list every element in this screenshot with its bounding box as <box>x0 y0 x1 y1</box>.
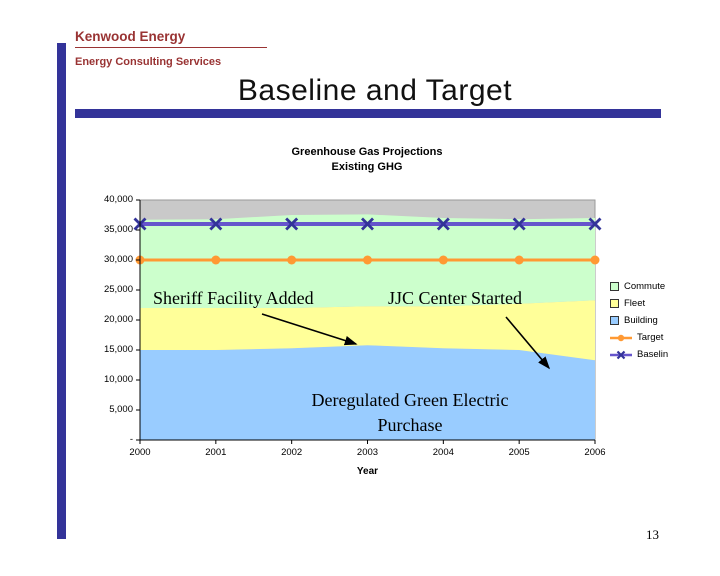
x-tick-label: 2003 <box>356 447 379 458</box>
legend-swatch-baselin <box>610 350 632 359</box>
legend-label: Building <box>624 315 658 326</box>
legend-swatch-commute <box>610 282 619 291</box>
legend-label: Commute <box>624 281 666 292</box>
x-tick-label: 2002 <box>281 447 303 458</box>
chart-title-line1: Greenhouse Gas Projections <box>291 146 443 158</box>
legend-label: Fleet <box>624 298 646 309</box>
legend-swatch-building <box>610 316 619 325</box>
x-axis-title: Year <box>356 466 379 477</box>
page-number: 13 <box>646 527 659 542</box>
legend-label: Baselin <box>637 349 669 360</box>
legend-item-commute: Commute <box>610 278 715 295</box>
legend-swatch-target <box>610 334 632 341</box>
title-underline-bar <box>75 109 661 118</box>
chart-title-line2: Existing GHG <box>331 161 403 173</box>
x-tick-label: 2005 <box>508 447 530 458</box>
legend-item-baselin: Baselin <box>610 346 715 363</box>
chart-legend: Commute Fleet Building Target Baselin <box>610 278 715 363</box>
company-name: Kenwood Energy <box>75 29 267 48</box>
x-tick-label: 2000 <box>129 447 151 458</box>
legend-item-building: Building <box>610 312 715 329</box>
slide-title: Baseline and Target <box>237 74 513 107</box>
legend-item-target: Target <box>610 329 715 346</box>
y-tick-label: 40,000 <box>103 194 133 205</box>
y-tick-label: 10,000 <box>103 374 133 385</box>
x-tick-label: 2001 <box>205 447 227 458</box>
y-tick-label: 20,000 <box>103 314 133 325</box>
annotation-sheriff-facility: Sheriff Facility Added <box>153 288 314 308</box>
y-tick-label: 30,000 <box>103 254 133 265</box>
y-tick-label: 25,000 <box>103 284 133 295</box>
y-tick-label: 35,000 <box>103 224 133 235</box>
annotation-deregulated-purchase: Deregulated Green Electric Purchase <box>311 390 509 435</box>
x-tick-label: 2004 <box>432 447 454 458</box>
legend-swatch-fleet <box>610 299 619 308</box>
chart-title: Greenhouse Gas Projections Existing GHG <box>217 145 517 175</box>
left-accent-bar <box>57 43 66 539</box>
legend-label: Target <box>637 332 664 343</box>
y-tick-label: 15,000 <box>103 344 133 355</box>
x-tick-label: 2006 <box>584 447 606 458</box>
company-subtitle: Energy Consulting Services <box>75 56 222 68</box>
annotation-jjc-center: JJC Center Started <box>388 288 522 308</box>
legend-item-fleet: Fleet <box>610 295 715 312</box>
y-tick-label: 5,000 <box>109 404 133 415</box>
y-tick-label: - <box>129 434 133 445</box>
